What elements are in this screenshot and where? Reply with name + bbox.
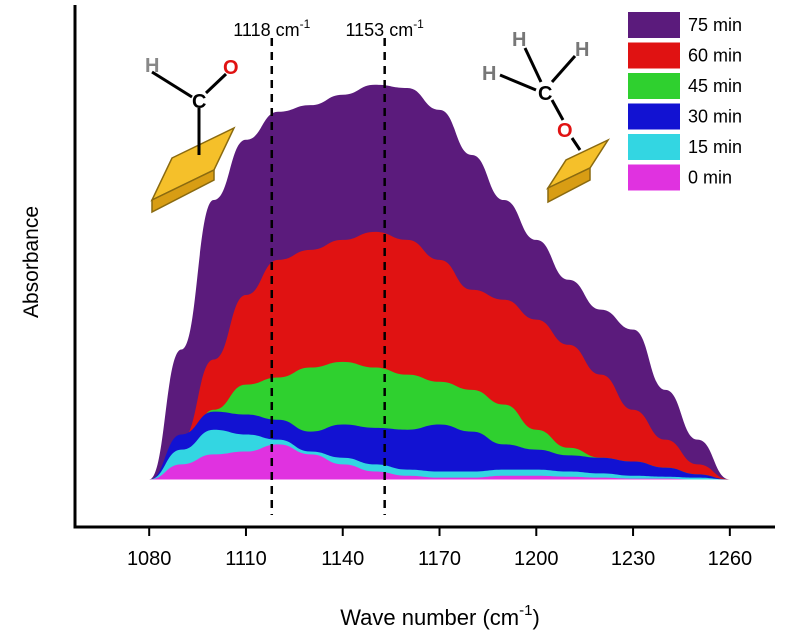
bond — [570, 137, 582, 151]
surface-slab-side — [151, 168, 215, 214]
x-tick-label: 1230 — [611, 548, 656, 570]
annotation-text: 1153 cm — [345, 20, 413, 40]
legend-swatch — [628, 12, 680, 38]
legend-swatch — [628, 164, 680, 191]
x-tick-label: 1140 — [321, 548, 364, 570]
x-tick-label: 1080 — [127, 548, 172, 570]
aldehyde-molecule: H C O — [145, 55, 239, 214]
bond — [523, 47, 543, 83]
legend-swatch — [628, 103, 680, 130]
x-tick-label: 1110 — [225, 548, 267, 570]
annotation-sup: -1 — [300, 17, 311, 31]
legend-swatch — [628, 134, 680, 160]
x-axis-label: Wave number (cm-1) — [340, 602, 540, 630]
atom: H — [145, 55, 159, 77]
bond — [550, 55, 577, 83]
x-tick-label: 1170 — [418, 548, 461, 570]
x-label-text: ) — [532, 605, 539, 630]
annotation-text: 1118 cm — [233, 20, 299, 40]
area — [149, 444, 730, 480]
bond — [550, 99, 565, 121]
legend-label: 75 min — [688, 15, 742, 35]
legend-label: 45 min — [688, 76, 742, 96]
legend-swatch — [628, 42, 680, 69]
x-label-sup: -1 — [519, 602, 532, 619]
atom: H — [575, 39, 589, 61]
annotation-label: 1153 cm-1 — [345, 17, 424, 40]
legend-label: 30 min — [688, 107, 742, 127]
legend-label: 15 min — [688, 137, 742, 157]
atom: C — [538, 83, 552, 105]
x-tick-label: 1260 — [708, 548, 753, 570]
atom: O — [557, 120, 573, 142]
y-axis-label: Absorbance — [20, 206, 43, 318]
atom: C — [192, 91, 206, 113]
x-tick-label: 1200 — [514, 548, 559, 570]
surface-slab-side — [547, 166, 591, 204]
plot-areas — [149, 84, 730, 480]
atom: H — [482, 63, 496, 85]
atom: H — [512, 29, 526, 51]
bond — [151, 70, 193, 99]
annotation-label: 1118 cm-1 — [233, 17, 310, 40]
annotation-sup: -1 — [413, 17, 424, 31]
x-label-text: Wave number (cm — [340, 605, 519, 630]
bond — [204, 72, 228, 95]
legend-label: 0 min — [688, 168, 732, 188]
legend-swatch — [628, 73, 680, 99]
atom: O — [223, 57, 239, 79]
methoxy-molecule: H H H C O — [482, 29, 611, 204]
legend-label: 60 min — [688, 46, 742, 66]
bond — [499, 73, 537, 92]
